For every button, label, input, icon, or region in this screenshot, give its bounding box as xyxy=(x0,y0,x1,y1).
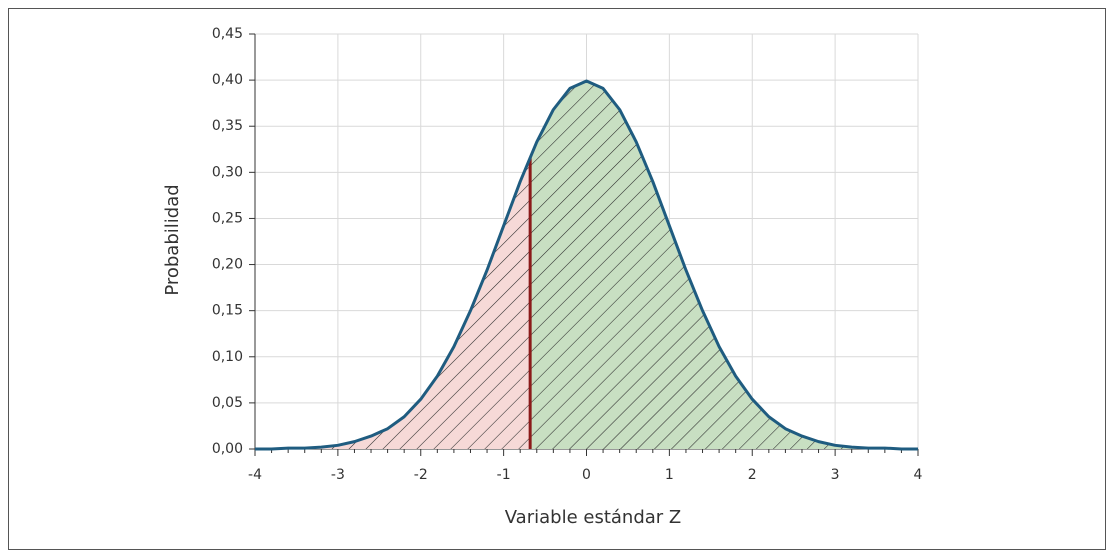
x-tick-label: 1 xyxy=(665,467,674,483)
y-tick-label: 0,15 xyxy=(212,303,243,319)
y-tick-label: 0,05 xyxy=(212,395,243,411)
x-axis-label: Variable estándar Z xyxy=(505,507,681,528)
x-tick-label: -1 xyxy=(497,467,511,483)
left-area-hatch xyxy=(255,157,531,450)
x-tick-label: 4 xyxy=(914,467,923,483)
x-tick-label: 0 xyxy=(582,467,591,483)
y-tick-label: 0,10 xyxy=(212,349,243,365)
y-tick-label: 0,20 xyxy=(212,257,243,273)
y-tick-label: 0,35 xyxy=(212,118,243,134)
right-area-hatch xyxy=(530,81,918,450)
x-tick-label: -4 xyxy=(248,467,262,483)
y-axis-label: Probabilidad xyxy=(162,184,183,295)
frame xyxy=(8,8,1106,550)
x-tick-label: 3 xyxy=(831,467,840,483)
x-tick-label: -2 xyxy=(414,467,428,483)
y-tick-label: 0,30 xyxy=(212,164,243,180)
x-tick-label: -3 xyxy=(331,467,345,483)
y-tick-label: 0,45 xyxy=(212,26,243,42)
y-tick-label: 0,25 xyxy=(212,210,243,226)
y-tick-label: 0,00 xyxy=(212,441,243,457)
x-tick-label: 2 xyxy=(748,467,757,483)
density-curve xyxy=(255,79,918,451)
y-tick-label: 0,40 xyxy=(212,72,243,88)
